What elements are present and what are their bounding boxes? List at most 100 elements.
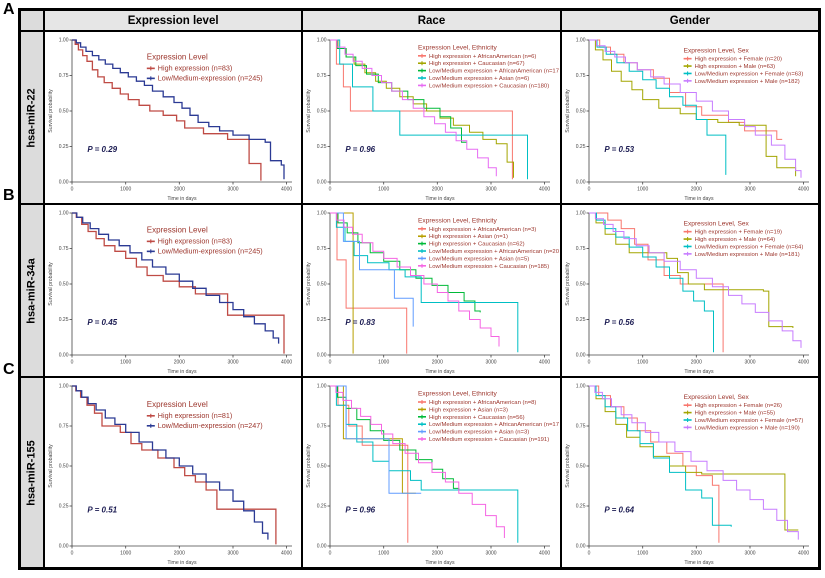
svg-text:0.00: 0.00 xyxy=(575,353,585,359)
svg-text:4000: 4000 xyxy=(281,360,292,366)
svg-text:2000: 2000 xyxy=(432,551,443,557)
svg-text:3000: 3000 xyxy=(486,187,497,193)
km-panel-mir34a-race: 1.00 0.75 0.50 0.25 0.00 0 1000 2000 3000 4000 Tim… xyxy=(302,204,561,377)
svg-text:1.00: 1.00 xyxy=(575,384,585,390)
svg-text:Time in days: Time in days xyxy=(426,560,456,566)
svg-text:0: 0 xyxy=(71,551,74,557)
svg-text:0.75: 0.75 xyxy=(317,73,327,79)
svg-text:2000: 2000 xyxy=(174,551,185,557)
svg-text:High expression (n=81): High expression (n=81) xyxy=(158,411,233,420)
svg-text:High expression (n=83): High expression (n=83) xyxy=(158,236,233,245)
svg-text:High expression + AfricanAmeri: High expression + AfricanAmerican (n=6) xyxy=(429,54,536,60)
svg-text:4000: 4000 xyxy=(281,551,292,557)
svg-text:High expression + Female (n=19: High expression + Female (n=19) xyxy=(694,230,781,236)
svg-text:Survival probability: Survival probability xyxy=(48,89,54,133)
svg-text:Survival probability: Survival probability xyxy=(306,262,312,306)
svg-text:High expression + Caucasian (n: High expression + Caucasian (n=62) xyxy=(429,242,525,248)
svg-text:0.00: 0.00 xyxy=(59,353,69,359)
km-panel-mir22-race: 1.00 0.75 0.50 0.25 0.00 0 1000 2000 3000 4000 Tim… xyxy=(302,31,561,204)
km-panel-mir155-race: 1.00 0.75 0.50 0.25 0.00 0 1000 2000 3000 4000 Tim… xyxy=(302,377,561,568)
column-header-expression: Expression level xyxy=(44,10,303,31)
svg-text:4000: 4000 xyxy=(798,187,809,193)
svg-text:0.00: 0.00 xyxy=(317,544,327,550)
svg-text:Low/Medium expression + Caucas: Low/Medium expression + Caucasian (n=185… xyxy=(429,264,549,270)
svg-text:High expression + Female (n=26: High expression + Female (n=26) xyxy=(694,403,781,409)
svg-text:4000: 4000 xyxy=(539,187,550,193)
svg-text:2000: 2000 xyxy=(690,360,701,366)
svg-text:High expression + AfricanAmeri: High expression + AfricanAmerican (n=3) xyxy=(429,227,536,233)
svg-text:1000: 1000 xyxy=(378,551,389,557)
svg-text:Low/Medium expression + Africa: Low/Medium expression + AfricanAmerican … xyxy=(429,69,559,75)
svg-text:Low/Medium expression + Africa: Low/Medium expression + AfricanAmerican … xyxy=(429,422,559,428)
panel-letter-a: A xyxy=(3,1,15,18)
svg-text:0.50: 0.50 xyxy=(59,464,69,470)
svg-text:Expression Level: Expression Level xyxy=(147,400,208,409)
svg-text:Time in days: Time in days xyxy=(167,196,197,202)
svg-text:0.75: 0.75 xyxy=(575,246,585,252)
svg-text:2000: 2000 xyxy=(690,187,701,193)
svg-text:P = 0.96: P = 0.96 xyxy=(346,145,376,154)
svg-text:Expression Level, Sex: Expression Level, Sex xyxy=(683,394,749,401)
km-panel-mir34a-gender: 1.00 0.75 0.50 0.25 0.00 0 1000 2000 3000 4000 Tim… xyxy=(560,204,819,377)
svg-text:Time in days: Time in days xyxy=(426,369,456,375)
svg-text:Time in days: Time in days xyxy=(684,196,714,202)
svg-text:2000: 2000 xyxy=(174,187,185,193)
svg-text:0.00: 0.00 xyxy=(575,544,585,550)
svg-text:Low/Medium expression + Africa: Low/Medium expression + AfricanAmerican … xyxy=(429,249,559,255)
svg-text:Time in days: Time in days xyxy=(167,369,197,375)
km-panel-mir155-gender: 1.00 0.75 0.50 0.25 0.00 0 1000 2000 3000 4000 Tim… xyxy=(560,377,819,568)
svg-text:Low/Medium expression + Female: Low/Medium expression + Female (n=64) xyxy=(694,244,803,250)
svg-text:2000: 2000 xyxy=(174,360,185,366)
svg-text:0.00: 0.00 xyxy=(59,180,69,186)
svg-text:High expression (n=83): High expression (n=83) xyxy=(158,63,233,72)
svg-text:Time in days: Time in days xyxy=(684,369,714,375)
row-label-mir155: hsa-miR-155 xyxy=(20,377,44,568)
svg-text:3000: 3000 xyxy=(744,360,755,366)
svg-text:0.00: 0.00 xyxy=(317,353,327,359)
column-header-race: Race xyxy=(302,10,561,31)
svg-text:1000: 1000 xyxy=(637,551,648,557)
svg-text:Low/Medium expression + Asian: Low/Medium expression + Asian (n=5) xyxy=(429,256,529,262)
svg-text:2000: 2000 xyxy=(432,360,443,366)
svg-text:0.75: 0.75 xyxy=(317,246,327,252)
svg-text:Low/Medium expression + Female: Low/Medium expression + Female (n=63) xyxy=(694,71,803,77)
svg-text:0.75: 0.75 xyxy=(575,73,585,79)
svg-text:0.25: 0.25 xyxy=(59,144,69,150)
svg-text:Low/Medium expression + Male (: Low/Medium expression + Male (n=181) xyxy=(694,252,799,258)
svg-text:0.75: 0.75 xyxy=(59,73,69,79)
svg-text:High expression + Male (n=55): High expression + Male (n=55) xyxy=(694,411,775,417)
svg-text:3000: 3000 xyxy=(227,187,238,193)
svg-text:High expression + Male (n=63): High expression + Male (n=63) xyxy=(694,64,775,70)
svg-text:0.00: 0.00 xyxy=(317,180,327,186)
svg-text:1000: 1000 xyxy=(120,187,131,193)
km-panel-mir155-expression: 1.00 0.75 0.50 0.25 0.00 0 1000 2000 3000 4000 Tim… xyxy=(44,377,303,568)
svg-text:3000: 3000 xyxy=(486,551,497,557)
svg-text:0.75: 0.75 xyxy=(59,246,69,252)
svg-text:0.75: 0.75 xyxy=(575,424,585,430)
svg-text:1000: 1000 xyxy=(378,187,389,193)
svg-text:0: 0 xyxy=(329,360,332,366)
svg-text:0.50: 0.50 xyxy=(575,464,585,470)
svg-text:1000: 1000 xyxy=(637,360,648,366)
svg-text:0: 0 xyxy=(587,360,590,366)
figure-grid: Expression level Race Gender hsa-miR-22 … xyxy=(18,8,821,570)
svg-text:0: 0 xyxy=(71,360,74,366)
svg-text:High expression + AfricanAmeri: High expression + AfricanAmerican (n=8) xyxy=(429,400,536,406)
svg-text:Low/Medium expression + Female: Low/Medium expression + Female (n=57) xyxy=(694,418,803,424)
svg-text:Expression Level, Sex: Expression Level, Sex xyxy=(683,220,749,227)
svg-text:4000: 4000 xyxy=(539,360,550,366)
row-label-mir34a: hsa-miR-34a xyxy=(20,204,44,377)
svg-text:Low/Medium expression + Male (: Low/Medium expression + Male (n=182) xyxy=(694,79,799,85)
svg-text:1.00: 1.00 xyxy=(317,211,327,217)
svg-text:Time in days: Time in days xyxy=(426,196,456,202)
svg-text:High expression + Female (n=20: High expression + Female (n=20) xyxy=(694,57,781,63)
svg-text:1.00: 1.00 xyxy=(575,38,585,44)
svg-text:1.00: 1.00 xyxy=(59,211,69,217)
svg-text:0.25: 0.25 xyxy=(59,504,69,510)
svg-text:0: 0 xyxy=(587,187,590,193)
svg-text:Expression Level: Expression Level xyxy=(147,52,208,61)
svg-text:High expression + Male (n=64): High expression + Male (n=64) xyxy=(694,237,775,243)
svg-text:0.25: 0.25 xyxy=(317,144,327,150)
svg-text:3000: 3000 xyxy=(486,360,497,366)
